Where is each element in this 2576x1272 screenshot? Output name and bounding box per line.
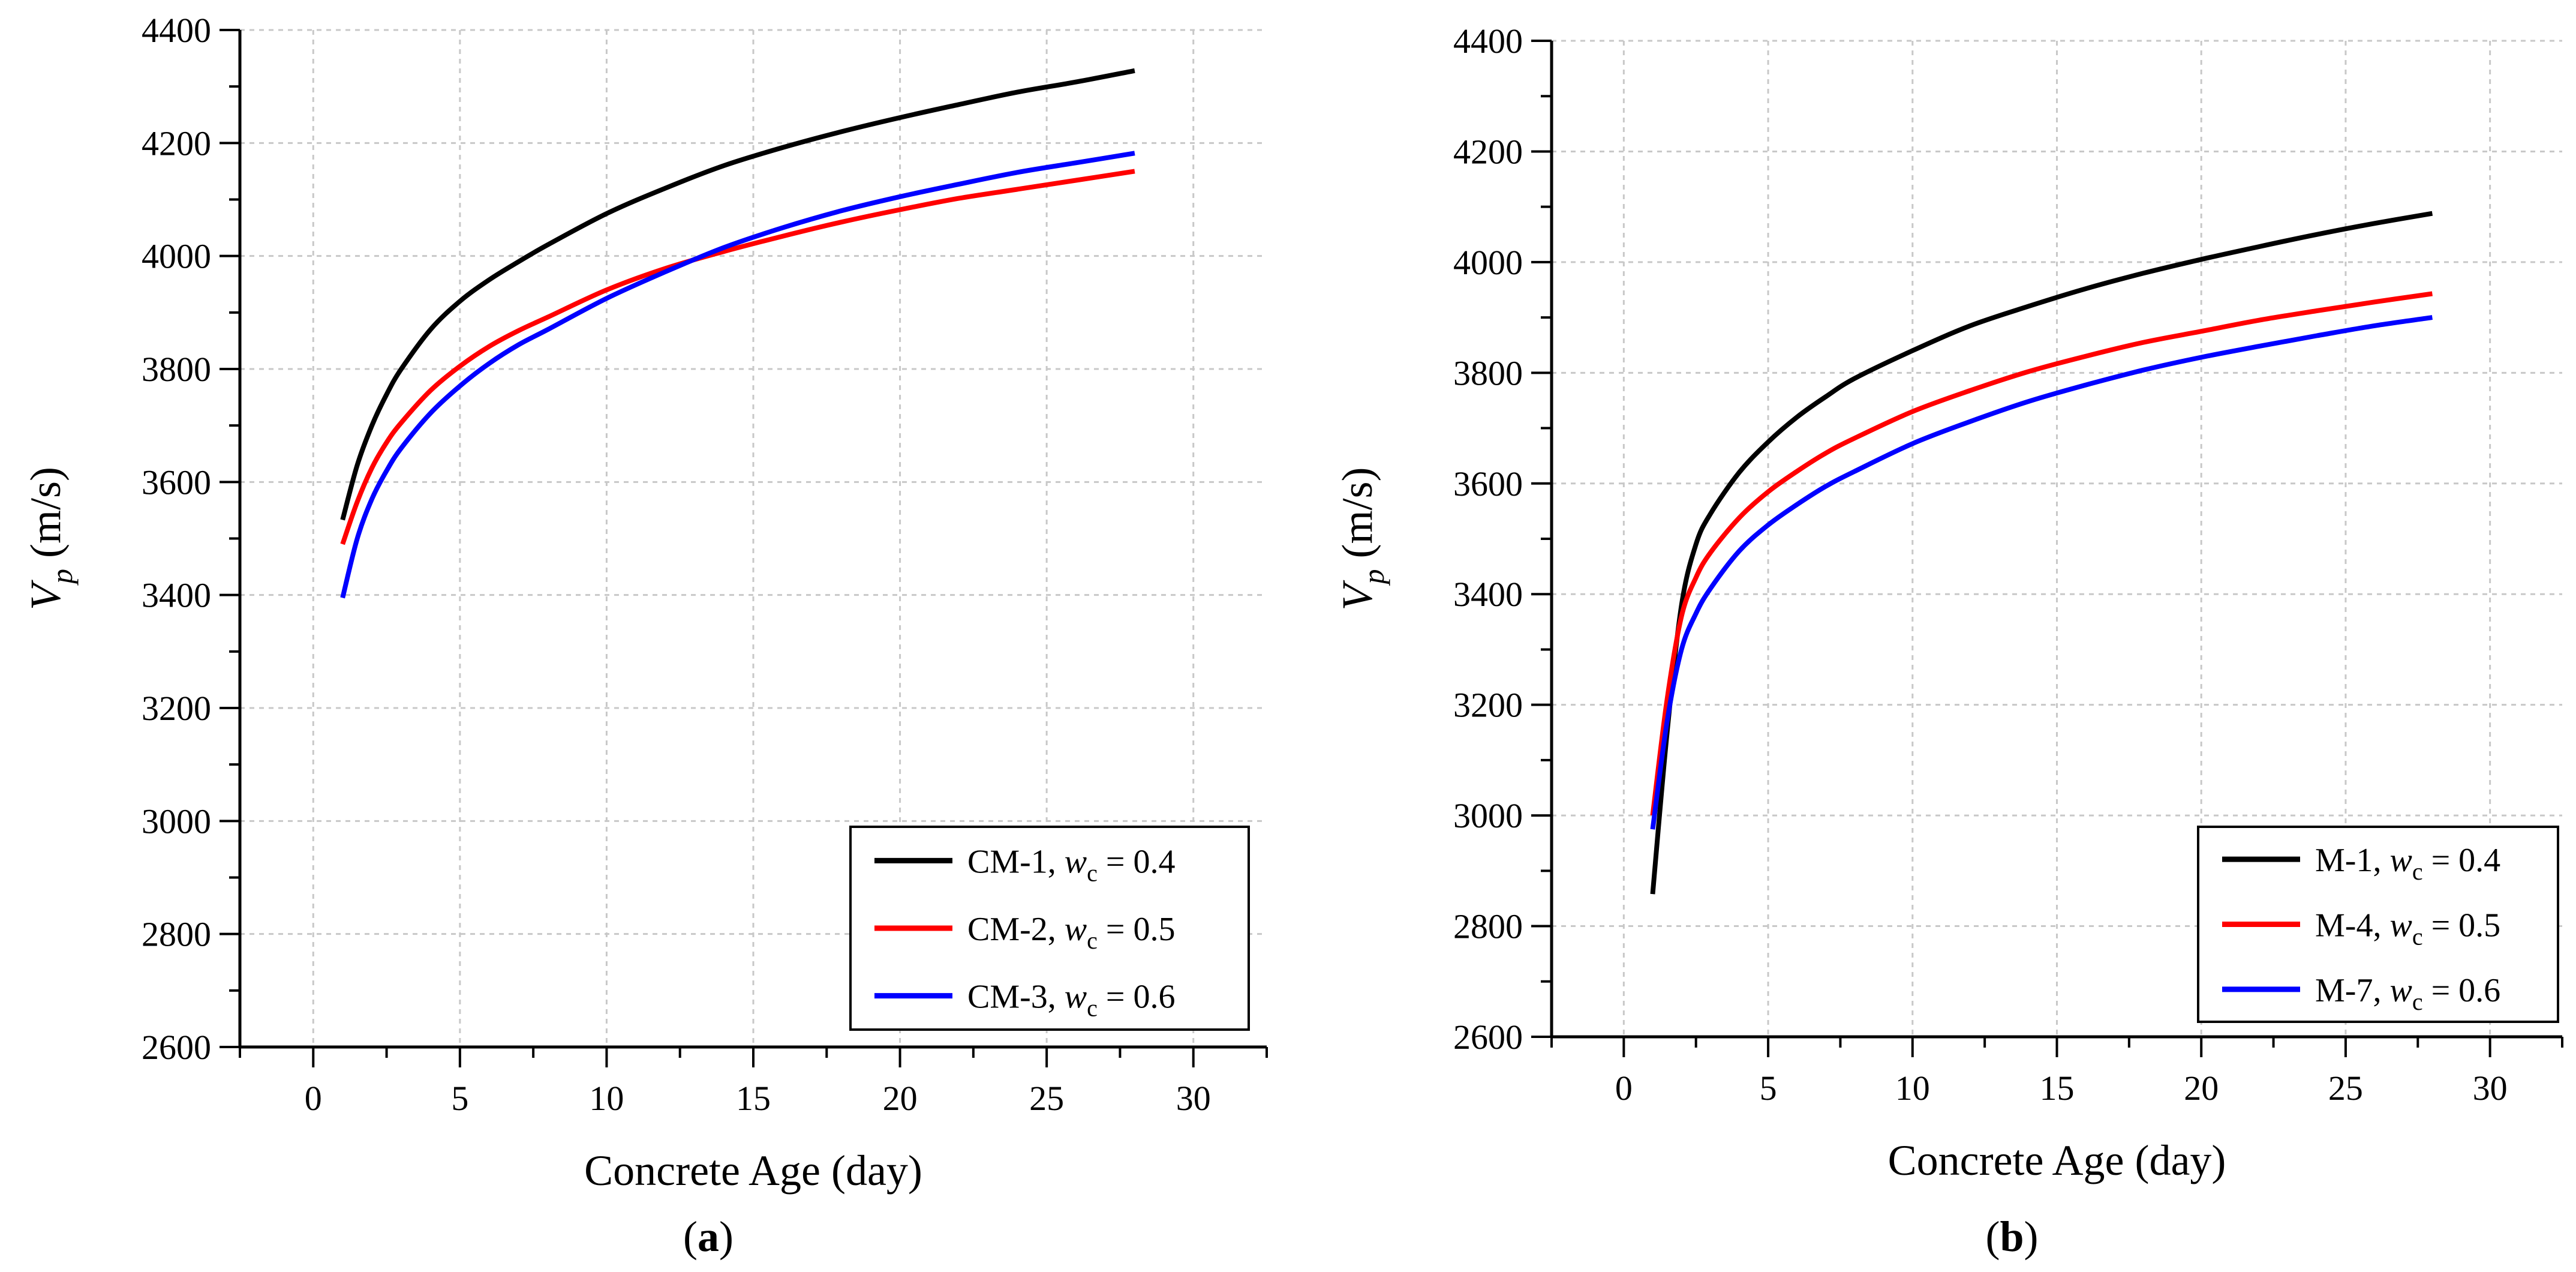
legend-entry: CM-2, wc = 0.5 (967, 911, 1176, 954)
y-tick-label: 3600 (1453, 464, 1523, 503)
legend-entry-value: = 0.4 (1098, 843, 1176, 880)
x-tick-label: 30 (2473, 1069, 2508, 1108)
chart-panel-a: 0 5 10 15 20 25 30 2600 2800 3000 3200 3400 3600 3800… (22, 11, 1268, 1261)
panel-label-letter: a (698, 1213, 719, 1261)
legend-entry: CM-1, wc = 0.4 (967, 843, 1176, 886)
legend-entry-value: = 0.4 (2423, 842, 2501, 879)
series-line-1 (340, 68, 1135, 521)
panel-label-letter: b (2000, 1213, 2024, 1261)
y-tick-label: 3200 (1453, 686, 1523, 725)
legend-entry-variable: w (2389, 972, 2412, 1009)
panel-label: (b) (1985, 1213, 2038, 1261)
legend-entry-name: CM-3, (967, 979, 1065, 1016)
y-tick-label: 3200 (142, 689, 211, 728)
y-tick-label: 3400 (1453, 575, 1523, 614)
y-axis-label-subscript: p (1357, 569, 1390, 586)
legend-entry-subscript: c (2412, 988, 2423, 1015)
y-tick-label: 4400 (1453, 22, 1523, 61)
series-line-3 (1650, 315, 2433, 830)
y-tick-label: 2600 (1453, 1018, 1523, 1057)
y-tick-label: 2600 (142, 1028, 211, 1067)
series-line-2 (1650, 291, 2433, 816)
x-tick-label: 30 (1176, 1079, 1211, 1118)
x-tick-label: 10 (1895, 1069, 1930, 1108)
y-axis-label-subscript: p (45, 569, 79, 586)
y-axis-label-unit: (m/s) (22, 467, 70, 569)
legend-entry-subscript: c (2412, 858, 2423, 885)
panel-label-open: ( (1985, 1213, 2000, 1261)
chart-panel-b: 0 5 10 15 20 25 30 2600 2800 3000 3200 3400 3600 3800… (1333, 22, 2563, 1261)
y-tick-label: 2800 (142, 915, 211, 954)
x-tick-label: 5 (1760, 1069, 1777, 1108)
legend-entry-subscript: c (1087, 995, 1098, 1022)
panel-label-close: ) (719, 1213, 734, 1261)
legend-entry-subscript: c (1087, 927, 1098, 954)
legend-entry-variable: w (1065, 911, 1087, 948)
x-tick-label: 5 (451, 1079, 468, 1118)
y-tick-label: 3000 (1453, 796, 1523, 835)
series-line-3 (340, 151, 1135, 599)
y-tick-label: 4200 (142, 124, 211, 163)
legend-entry: M-1, wc = 0.4 (2315, 842, 2500, 885)
legend-entry-value: = 0.5 (1098, 911, 1176, 948)
legend-entry-value: = 0.6 (2423, 972, 2501, 1009)
legend: CM-1, wc = 0.4CM-2, wc = 0.5CM-3, wc = 0… (849, 826, 1250, 1031)
panel-label-open: ( (683, 1213, 698, 1261)
y-tick-label: 2800 (1453, 907, 1523, 946)
legend-entry-value: = 0.5 (2423, 907, 2501, 944)
y-axis-label: Vp (m/s) (22, 467, 79, 610)
y-tick-label: 4000 (142, 237, 211, 276)
legend-entry-variable: w (2389, 842, 2412, 879)
y-tick-label: 3400 (142, 576, 211, 615)
y-axis-label-symbol: V (1333, 580, 1381, 610)
legend-entry-value: = 0.6 (1098, 979, 1176, 1016)
panel-label-close: ) (2024, 1213, 2039, 1261)
x-tick-label: 15 (2040, 1069, 2075, 1108)
y-axis-label-unit: (m/s) (1333, 467, 1381, 569)
y-tick-label: 3600 (142, 463, 211, 502)
x-tick-label: 10 (589, 1079, 624, 1118)
x-tick-label: 0 (305, 1079, 322, 1118)
legend-entry-name: M-7, (2315, 972, 2389, 1009)
legend-entry: M-7, wc = 0.6 (2315, 972, 2500, 1015)
series-line-2 (340, 169, 1135, 545)
x-tick-label: 20 (883, 1079, 918, 1118)
legend-entry-subscript: c (2412, 923, 2423, 950)
legend-entry-subscript: c (1087, 859, 1098, 886)
y-tick-label: 3800 (142, 350, 211, 389)
panel-label: (a) (683, 1213, 734, 1261)
legend: M-1, wc = 0.4M-4, wc = 0.5M-7, wc = 0.6 (2197, 826, 2559, 1023)
y-axis-label-symbol: V (22, 580, 70, 610)
y-tick-label: 3800 (1453, 353, 1523, 392)
x-tick-label: 20 (2184, 1069, 2219, 1108)
y-tick-label: 4000 (1453, 243, 1523, 282)
legend-entry: M-4, wc = 0.5 (2315, 907, 2500, 950)
series-line-1 (1650, 211, 2433, 895)
x-axis-label: Concrete Age (day) (584, 1147, 922, 1195)
legend-entry-variable: w (2389, 907, 2412, 944)
x-tick-label: 25 (1029, 1079, 1064, 1118)
legend-entry-name: CM-1, (967, 843, 1065, 880)
legend-entry-variable: w (1065, 843, 1087, 880)
x-tick-label: 15 (736, 1079, 771, 1118)
y-axis-label: Vp (m/s) (1333, 467, 1390, 611)
legend-entry: CM-3, wc = 0.6 (967, 979, 1176, 1022)
y-tick-label: 4400 (142, 11, 211, 50)
x-tick-label: 25 (2328, 1069, 2363, 1108)
x-tick-label: 0 (1615, 1069, 1633, 1108)
x-axis-label: Concrete Age (day) (1888, 1136, 2226, 1184)
y-tick-label: 4200 (1453, 132, 1523, 171)
legend-entry-name: M-4, (2315, 907, 2389, 944)
legend-entry-name: CM-2, (967, 911, 1065, 948)
legend-entry-variable: w (1065, 979, 1087, 1016)
y-tick-label: 3000 (142, 802, 211, 841)
legend-entry-name: M-1, (2315, 842, 2389, 879)
